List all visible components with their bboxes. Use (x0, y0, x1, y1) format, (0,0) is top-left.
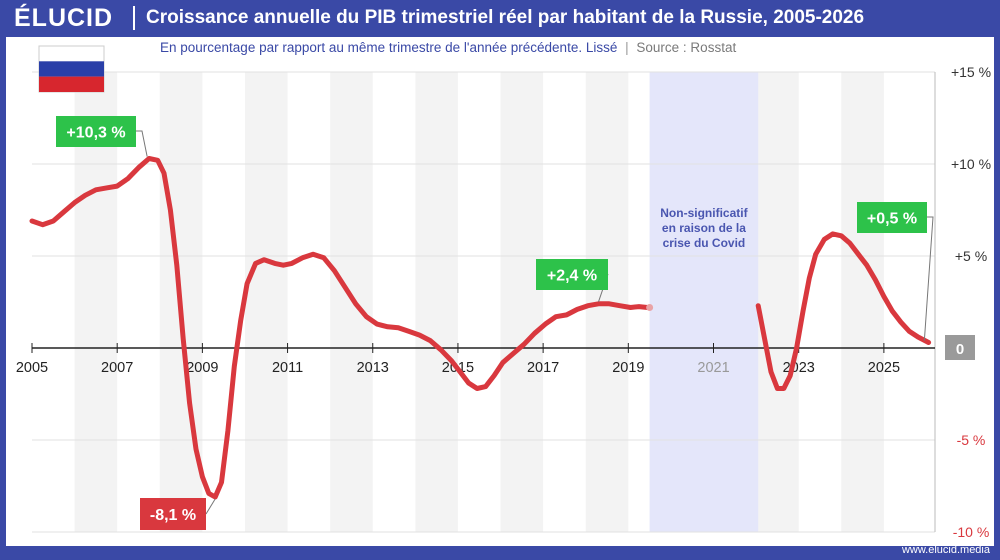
subtitle-text: En pourcentage par rapport au même trime… (160, 40, 618, 55)
annotation-leader (205, 498, 216, 515)
annotation-box (536, 259, 608, 290)
y-tick-label: +10 % (951, 156, 991, 172)
year-stripe (841, 72, 884, 532)
x-tick-label: 2021 (697, 360, 729, 376)
year-stripe (415, 72, 458, 532)
russia-flag-icon (38, 45, 105, 93)
chart-title: Croissance annuelle du PIB trimestriel r… (146, 7, 865, 28)
y-tick-label: +5 % (955, 248, 987, 264)
series-segment (29, 156, 650, 500)
annotation-label: +10,3 % (66, 125, 125, 142)
x-tick-label: 2007 (101, 360, 133, 376)
source-text: Source : Rosstat (636, 40, 737, 55)
year-stripes (74, 72, 884, 532)
covid-note-line: crise du Covid (663, 236, 746, 250)
annotation-box (140, 498, 206, 530)
year-stripe (244, 72, 288, 532)
x-tick-label: 2011 (272, 360, 303, 376)
x-tick-label: 2019 (612, 360, 644, 376)
series-line (29, 156, 932, 500)
series-segment (755, 231, 932, 391)
covid-note-line: en raison de la (662, 221, 746, 235)
annotations: +10,3 % -8,1 % +2,4 % +0,5 % (56, 116, 934, 530)
subtitle-divider: | (625, 40, 629, 55)
header-divider (133, 6, 135, 30)
x-tick-label: 2025 (868, 360, 900, 376)
x-tick-label: 2005 (16, 360, 48, 376)
annotation-label: +0,5 % (867, 211, 917, 228)
segment-end-dot (646, 304, 654, 312)
x-tick-label: 2009 (186, 360, 218, 376)
annotation-label: +2,4 % (547, 268, 597, 285)
year-stripe (756, 72, 799, 532)
y-tick-label: -10 % (953, 524, 990, 540)
annotation-box (857, 202, 927, 233)
covid-note-line: Non-significatif (660, 206, 748, 220)
annotation-label: -8,1 % (150, 507, 196, 524)
zero-label-box (945, 335, 975, 360)
footer-url[interactable]: www.elucid.media (901, 544, 990, 556)
annotation-leader (923, 216, 934, 341)
elucid-logo[interactable]: ÉLUCID (14, 4, 114, 32)
header-bar: ÉLUCID Croissance annuelle du PIB trimes… (0, 0, 1000, 37)
axes: 2005 2007 2009 2011 2013 2015 2017 2019 2021 2023… (16, 72, 975, 532)
year-stripe (500, 72, 544, 532)
y-tick-label: +15 % (951, 64, 991, 80)
x-tick-label: 2017 (527, 360, 559, 376)
x-tick-label: 2013 (357, 360, 389, 376)
zero-label: 0 (956, 341, 964, 358)
x-tick-label: 2023 (783, 360, 815, 376)
gridlines: +15 % +10 % +5 % -5 % -10 % (32, 64, 991, 540)
year-stripe (330, 72, 373, 532)
annotation-leader (136, 130, 148, 157)
y-tick-label: -5 % (957, 432, 986, 448)
covid-shaded-region (649, 72, 759, 532)
chart-subtitle: En pourcentage par rapport au même trime… (160, 40, 736, 56)
annotation-box (56, 116, 136, 147)
year-stripe (74, 72, 118, 532)
